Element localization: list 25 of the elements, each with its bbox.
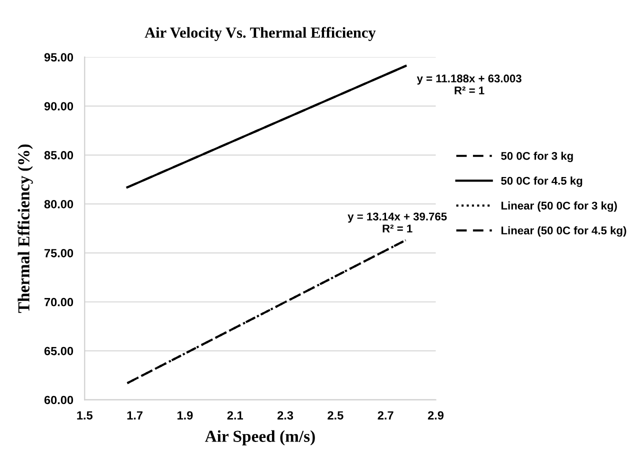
legend-label: 50 0C for 3 kg xyxy=(501,152,573,162)
x-tick-label: 2.1 xyxy=(227,411,243,420)
chart-title: Air Velocity Vs. Thermal Efficiency xyxy=(144,26,376,41)
x-tick-label: 2.9 xyxy=(428,411,444,420)
y-tick-label: 60.00 xyxy=(44,396,74,404)
x-tick-label: 1.7 xyxy=(127,411,142,420)
x-tick-label: 2.7 xyxy=(378,411,394,420)
annotation: y = 13.14x + 39.765 R² = 1 xyxy=(348,212,447,232)
x-tick-label: 2.3 xyxy=(277,411,294,420)
y-tick-label: 65.00 xyxy=(44,346,74,356)
legend-label: 50 0C for 4.5 kg xyxy=(501,176,582,187)
y-tick-label: 85.00 xyxy=(44,151,74,160)
legend-label: Linear (50 0C for 4.5 kg) xyxy=(501,226,626,237)
y-tick-label: 80.00 xyxy=(44,200,74,208)
y-axis-title: Thermal Efficiency (%) xyxy=(18,144,33,313)
x-tick-label: 2.5 xyxy=(328,411,344,420)
x-axis-title: Air Speed (m/s) xyxy=(204,430,315,446)
y-tick-label: 90.00 xyxy=(44,102,74,110)
annotation: y = 11.188x + 63.003 R² = 1 xyxy=(416,74,522,94)
y-tick-label: 70.00 xyxy=(44,298,74,306)
x-tick-label: 1.9 xyxy=(178,411,193,420)
y-tick-label: 95.00 xyxy=(44,53,74,62)
y-tick-label: 75.00 xyxy=(44,248,74,258)
x-tick-label: 1.5 xyxy=(77,411,93,420)
legend-label: Linear (50 0C for 3 kg) xyxy=(501,201,617,212)
